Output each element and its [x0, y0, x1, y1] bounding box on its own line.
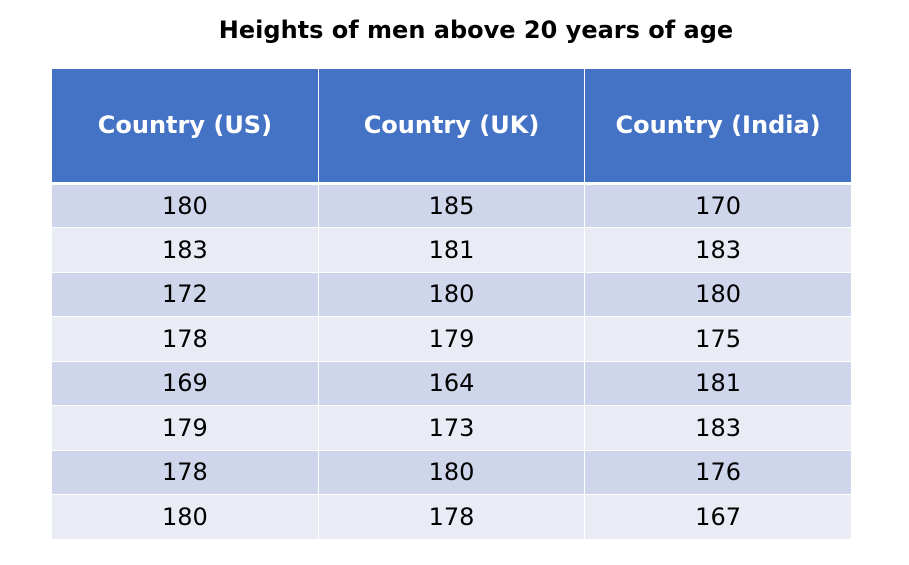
- heights-table: Country (US) Country (UK) Country (India…: [52, 69, 851, 540]
- table-cell: 173: [318, 405, 586, 451]
- table-cell: 183: [584, 227, 851, 273]
- column-header-us: Country (US): [52, 69, 319, 185]
- table-cell: 164: [318, 361, 586, 406]
- table-cell: 169: [52, 361, 319, 406]
- table-cell: 180: [52, 183, 319, 228]
- table-row: 180 185 170: [52, 183, 851, 228]
- table-cell: 178: [52, 450, 319, 495]
- table-title: Heights of men above 20 years of age: [218, 16, 734, 44]
- table-cell: 176: [584, 450, 851, 495]
- table-cell: 180: [318, 450, 586, 495]
- table-header-row: Country (US) Country (UK) Country (India…: [52, 69, 851, 185]
- table-cell: 181: [584, 361, 851, 406]
- table-cell: 181: [318, 227, 586, 273]
- table-row: 178 180 176: [52, 450, 851, 495]
- table-cell: 175: [584, 316, 851, 362]
- table-cell: 167: [584, 494, 851, 540]
- table-cell: 180: [318, 272, 586, 317]
- table-cell: 179: [318, 316, 586, 362]
- table-cell: 185: [318, 183, 586, 228]
- table-row: 179 173 183: [52, 405, 851, 451]
- table-cell: 180: [584, 272, 851, 317]
- table-cell: 183: [584, 405, 851, 451]
- table-row: 180 178 167: [52, 494, 851, 540]
- column-header-uk: Country (UK): [318, 69, 586, 185]
- table-cell: 172: [52, 272, 319, 317]
- table-cell: 180: [52, 494, 319, 540]
- table-row: 172 180 180: [52, 272, 851, 317]
- table-row: 178 179 175: [52, 316, 851, 362]
- table-row: 183 181 183: [52, 227, 851, 273]
- table-cell: 179: [52, 405, 319, 451]
- table-row: 169 164 181: [52, 361, 851, 406]
- column-header-india: Country (India): [584, 69, 851, 185]
- table-cell: 178: [52, 316, 319, 362]
- table-cell: 178: [318, 494, 586, 540]
- table-cell: 170: [584, 183, 851, 228]
- table-cell: 183: [52, 227, 319, 273]
